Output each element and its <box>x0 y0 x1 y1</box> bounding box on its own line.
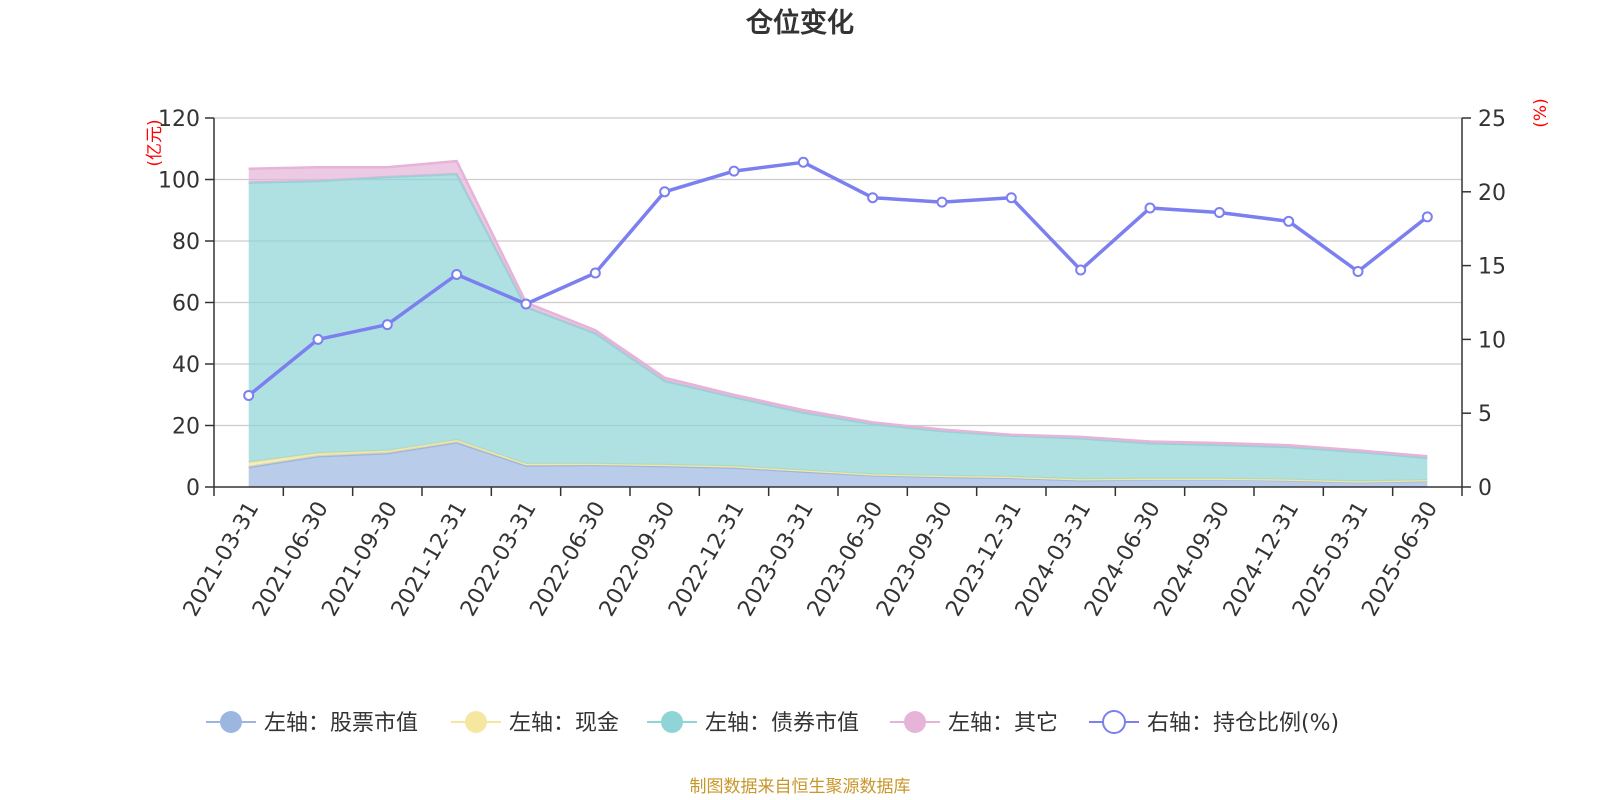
area-series-0 <box>248 442 1428 487</box>
ratio-point <box>1283 215 1295 227</box>
ratio-point <box>1352 266 1364 278</box>
left-axis-tick-label: 60 <box>172 292 200 317</box>
legend-label: 左轴：其它 <box>948 711 1058 736</box>
ratio-point <box>451 268 463 280</box>
ratio-point <box>1144 202 1156 214</box>
right-axis-unit: (%) <box>1531 98 1551 127</box>
ratio-point <box>936 196 948 208</box>
area-edge-series-3 <box>248 159 1428 458</box>
x-axis-tick-label: 2025-06-30 <box>1357 498 1443 621</box>
left-axis-unit: (亿元) <box>145 119 165 166</box>
legend-marker <box>661 711 683 733</box>
legend-marker <box>904 711 926 733</box>
chart-title: 仓位变化 <box>745 7 854 39</box>
left-axis-tick-label: 100 <box>158 169 200 194</box>
legend-label: 左轴：现金 <box>509 711 619 736</box>
left-axis-tick-label: 20 <box>172 415 200 440</box>
ratio-point <box>520 298 532 310</box>
stacked-areas <box>248 159 1428 487</box>
legend: 左轴：股票市值 左轴：现金 左轴：债券市值 左轴：其它 右轴：持仓比例(%) <box>206 710 1339 736</box>
ratio-point <box>243 389 255 401</box>
right-axis-tick-label: 20 <box>1478 181 1506 206</box>
right-axis-tick-label: 5 <box>1478 402 1492 427</box>
ratio-point <box>867 192 879 204</box>
ratio-point <box>1213 206 1225 218</box>
ratio-point <box>312 333 324 345</box>
area-series-2 <box>248 174 1428 482</box>
ratio-point <box>797 156 809 168</box>
legend-item-3: 左轴：其它 <box>890 711 1058 736</box>
left-axis-tick-label: 80 <box>172 230 200 255</box>
legend-item-0: 左轴：股票市值 <box>206 711 418 736</box>
legend-marker <box>220 711 242 733</box>
legend-item-1: 左轴：现金 <box>451 711 619 736</box>
legend-item-4: 右轴：持仓比例(%) <box>1089 710 1339 736</box>
ratio-point <box>589 267 601 279</box>
legend-marker <box>465 711 487 733</box>
ratio-point <box>1005 192 1017 204</box>
ratio-point <box>728 165 740 177</box>
legend-label: 左轴：股票市值 <box>264 711 418 736</box>
ratio-point <box>659 186 671 198</box>
right-axis-tick-label: 10 <box>1478 328 1506 353</box>
legend-marker <box>1102 710 1126 734</box>
right-axis-tick-label: 25 <box>1478 107 1506 132</box>
left-axis-tick-label: 0 <box>186 476 200 501</box>
right-axis-tick-label: 0 <box>1478 476 1492 501</box>
ratio-line <box>247 160 1429 397</box>
left-axis-tick-label: 40 <box>172 353 200 378</box>
ratio-point <box>1421 211 1433 223</box>
ratio-point <box>381 319 393 331</box>
legend-label: 左轴：债券市值 <box>705 711 859 736</box>
source-note: 制图数据来自恒生聚源数据库 <box>690 777 911 797</box>
ratio-point <box>1075 264 1087 276</box>
left-axis-tick-label: 120 <box>158 107 200 132</box>
ratio-line-series <box>243 156 1433 401</box>
legend-label: 右轴：持仓比例(%) <box>1147 711 1339 736</box>
right-axis-tick-label: 15 <box>1478 255 1506 280</box>
legend-item-2: 左轴：债券市值 <box>647 711 859 736</box>
